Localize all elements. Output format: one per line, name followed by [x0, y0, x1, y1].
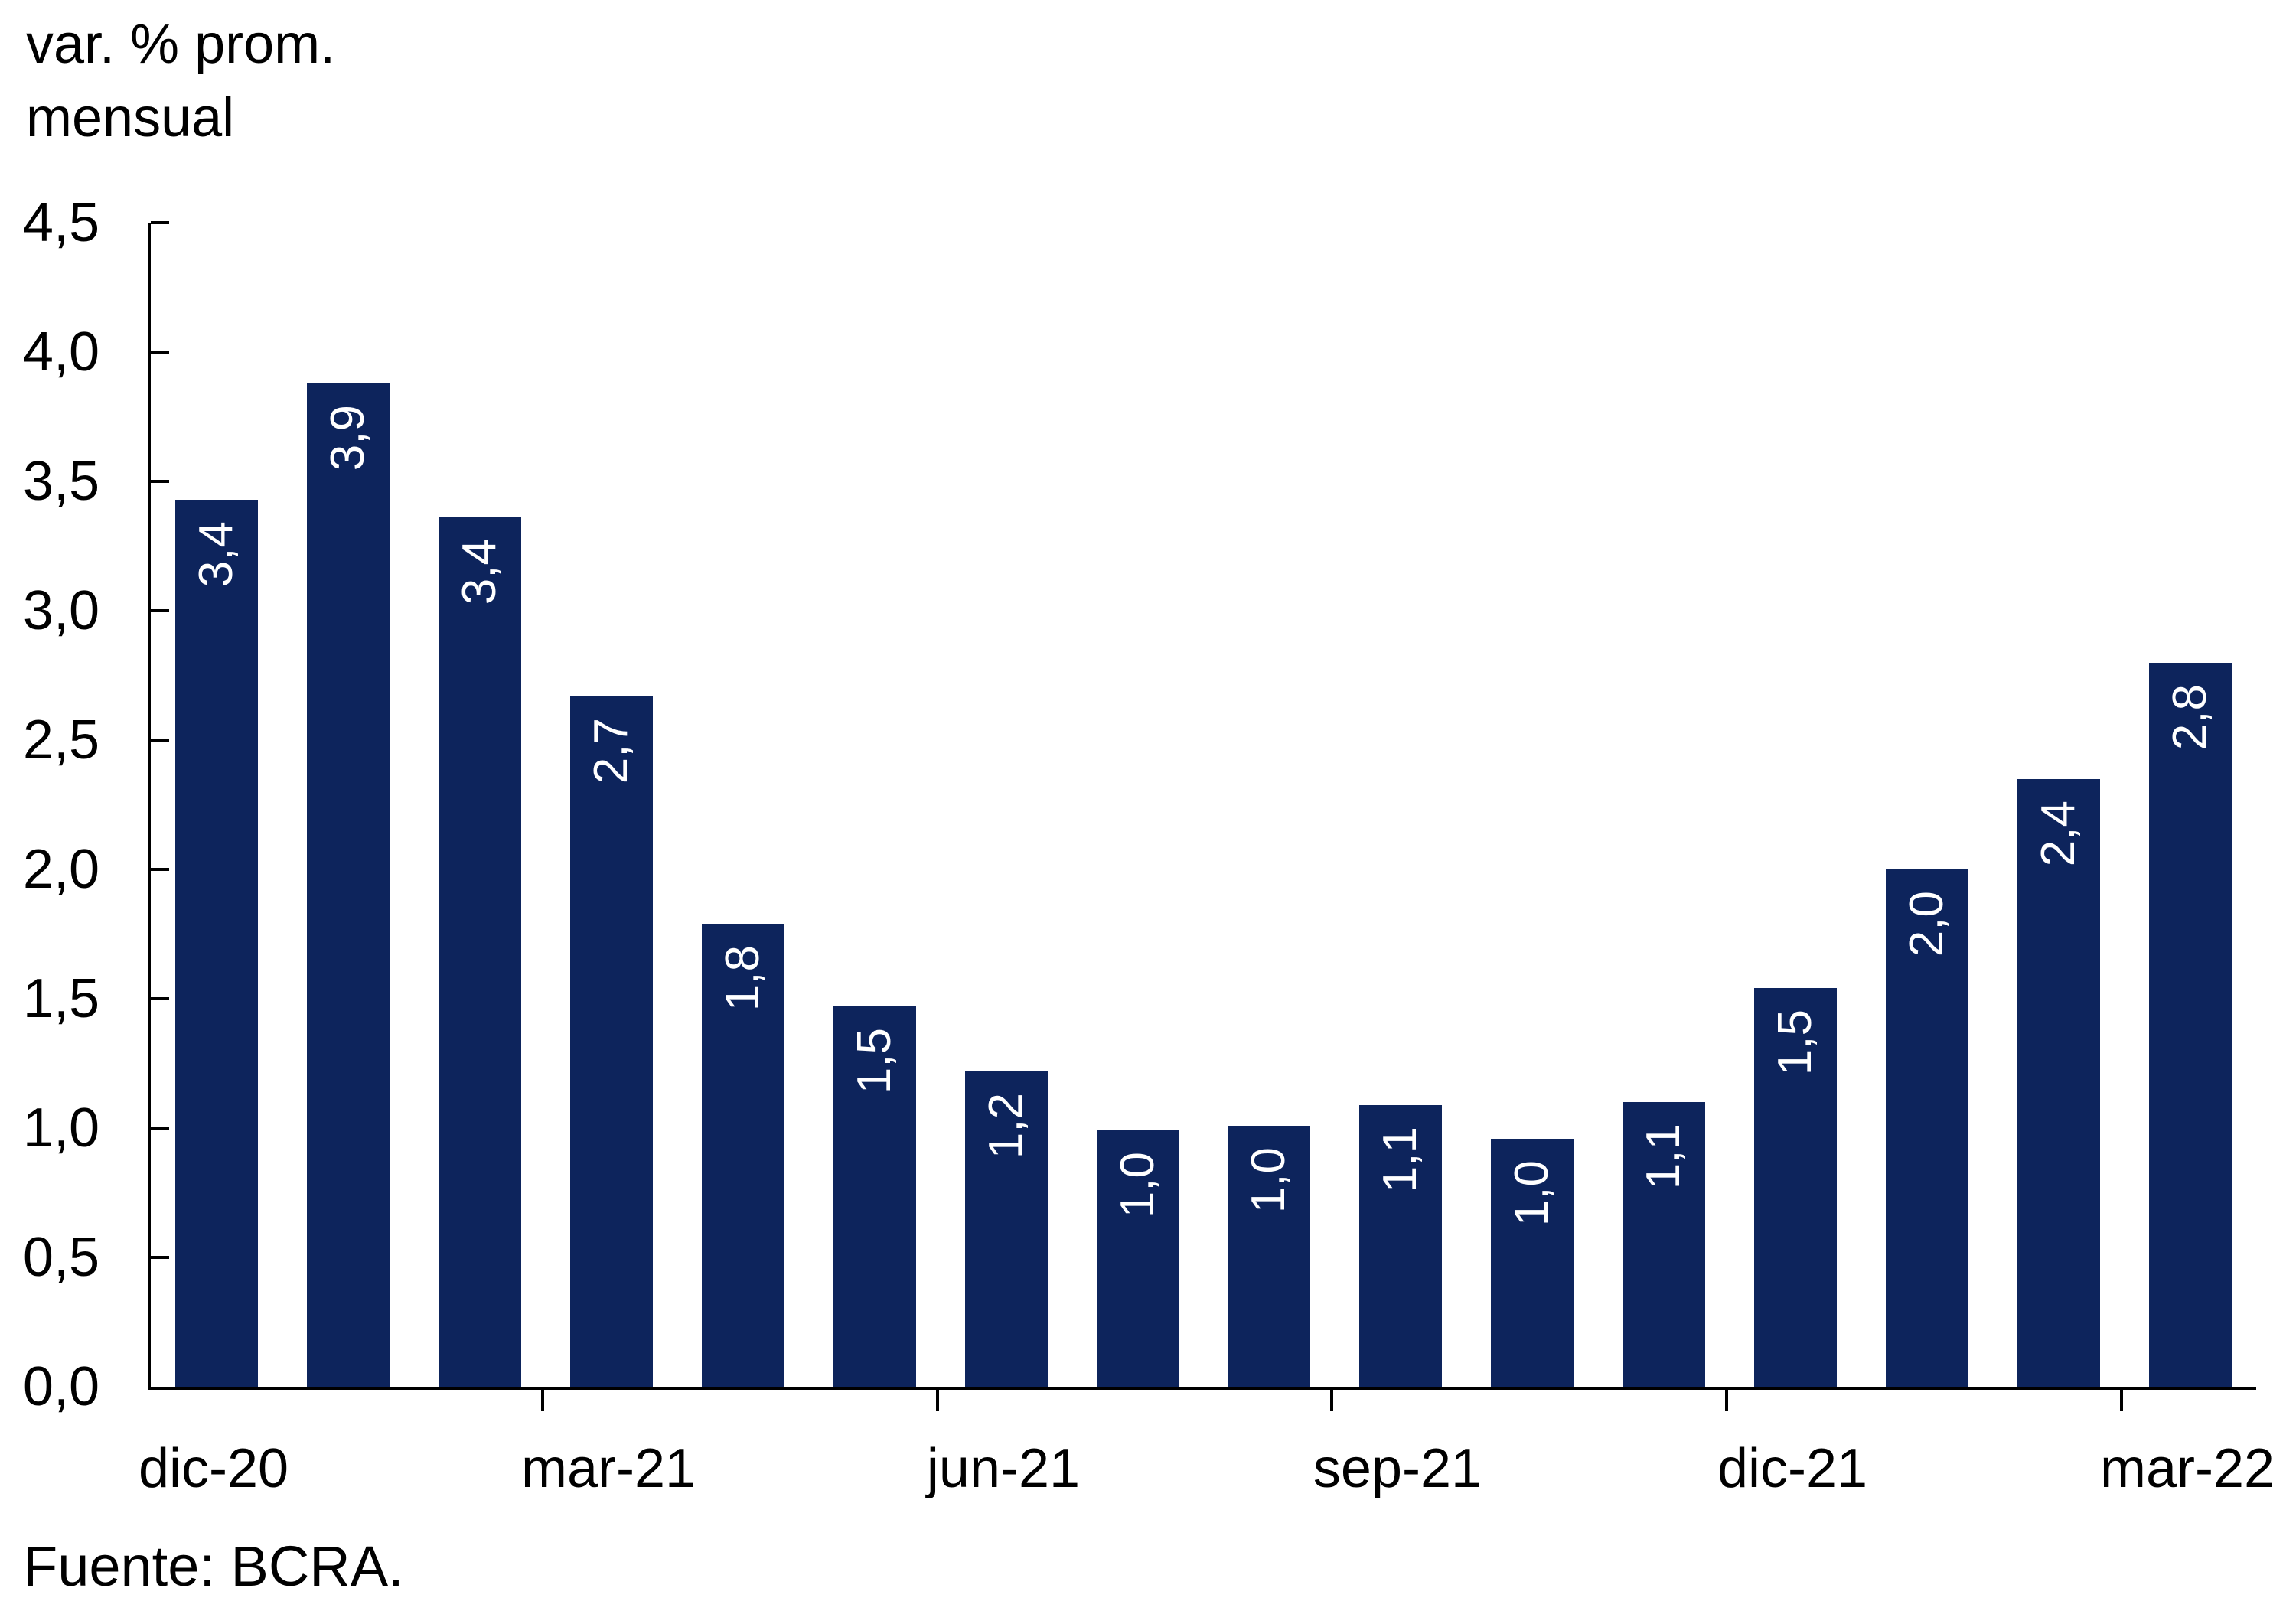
bar: 3,4 — [175, 500, 258, 1387]
bar-value-label: 3,4 — [190, 521, 243, 588]
y-axis-label: 1,5 — [22, 968, 99, 1029]
y-axis-tick — [151, 997, 169, 1000]
y-axis-tick — [151, 868, 169, 871]
y-axis-tick — [151, 480, 169, 483]
bar: 1,0 — [1097, 1130, 1179, 1387]
y-axis-label: 0,0 — [22, 1356, 99, 1417]
bar: 1,0 — [1228, 1126, 1310, 1387]
y-axis-label: 0,5 — [22, 1227, 99, 1288]
bar: 3,9 — [307, 383, 390, 1387]
x-axis-label: jun-21 — [926, 1438, 1081, 1499]
y-axis-tick — [151, 1256, 169, 1259]
bar-value-label: 2,4 — [2032, 801, 2085, 867]
plot-area: 3,4 3,9 3,4 2,7 1,8 1,5 1,2 1,0 1,0 1,1 1,0 1,1 1,5 2… — [148, 223, 2256, 1390]
bar: 1,5 — [1754, 988, 1837, 1387]
y-axis-tick — [151, 221, 169, 224]
bar: 2,0 — [1886, 869, 1968, 1387]
y-axis-label: 4,5 — [22, 192, 99, 253]
y-axis-tick — [151, 739, 169, 742]
x-axis-boundary-tick — [1725, 1390, 1728, 1411]
y-axis-label: 3,5 — [22, 451, 99, 512]
x-axis-label: sep-21 — [1313, 1438, 1482, 1499]
bar-value-label: 1,1 — [1374, 1127, 1427, 1193]
source-note: Fuente: BCRA. — [23, 1534, 404, 1598]
bar-value-label: 3,9 — [321, 405, 374, 471]
chart-title-line1: var. % prom. — [26, 14, 336, 75]
bar: 2,8 — [2149, 663, 2232, 1387]
bar-value-label: 3,4 — [453, 539, 506, 605]
x-axis-boundary-tick — [2120, 1390, 2123, 1411]
chart-title: var. % prom. mensual — [26, 8, 335, 155]
chart-title-line2: mensual — [26, 87, 235, 148]
bar-value-label: 1,5 — [848, 1028, 901, 1094]
y-axis-label: 3,0 — [22, 580, 99, 641]
y-axis-label: 4,0 — [22, 321, 99, 383]
x-axis-label: mar-21 — [520, 1438, 696, 1499]
x-axis-boundary-tick — [1330, 1390, 1333, 1411]
bar: 1,1 — [1359, 1105, 1442, 1387]
y-axis-tick — [151, 351, 169, 354]
y-axis-label: 2,0 — [22, 839, 99, 900]
y-axis-tick — [151, 1127, 169, 1130]
bar: 1,5 — [833, 1006, 916, 1387]
bar-value-label: 2,0 — [1900, 891, 1953, 957]
bar: 2,7 — [570, 696, 653, 1387]
x-axis-boundary-tick — [541, 1390, 544, 1411]
x-axis-boundary-tick — [936, 1390, 939, 1411]
bar-value-label: 1,8 — [716, 945, 769, 1012]
bar-value-label: 2,7 — [585, 718, 638, 784]
bar: 1,2 — [965, 1071, 1048, 1387]
x-axis-label: dic-20 — [138, 1438, 289, 1499]
bar-value-label: 2,8 — [2164, 684, 2216, 751]
bar-value-label: 1,0 — [1111, 1152, 1164, 1218]
bar: 1,0 — [1491, 1139, 1574, 1387]
bar: 1,8 — [702, 924, 784, 1387]
bar: 1,1 — [1623, 1102, 1705, 1387]
bar-value-label: 1,0 — [1242, 1147, 1295, 1214]
y-axis-label: 2,5 — [22, 709, 99, 771]
bar-value-label: 1,5 — [1769, 1009, 1821, 1076]
y-axis-label: 1,0 — [22, 1097, 99, 1159]
bar: 2,4 — [2017, 779, 2100, 1387]
x-axis-label: dic-21 — [1717, 1438, 1868, 1499]
y-axis-tick — [151, 609, 169, 612]
bar-value-label: 1,1 — [1637, 1123, 1690, 1190]
bar: 3,4 — [439, 517, 521, 1387]
x-axis-label: mar-22 — [2099, 1438, 2275, 1499]
bar-value-label: 1,0 — [1505, 1160, 1558, 1227]
bar-value-label: 1,2 — [980, 1093, 1032, 1159]
